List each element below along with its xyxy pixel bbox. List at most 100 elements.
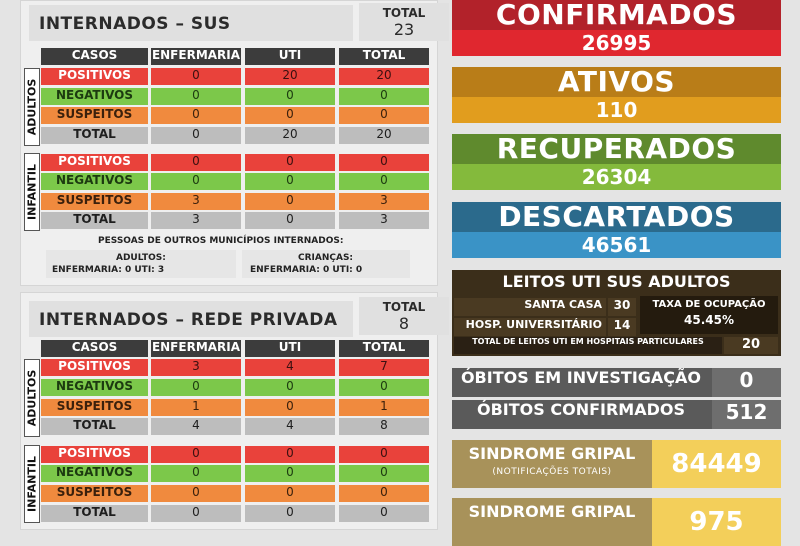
row-label: SUSPEITOS xyxy=(41,193,148,210)
outros-adultos-label: ADULTOS: xyxy=(116,253,166,263)
cell-enfermaria: 1 xyxy=(151,399,241,416)
cell-uti: 0 xyxy=(245,88,335,105)
row-label: TOTAL xyxy=(41,127,148,144)
particulares-label: TOTAL DE LEITOS UTI EM HOSPITAIS PARTICU… xyxy=(454,337,722,354)
header-enfermaria: ENFERMARIA xyxy=(151,48,241,65)
sindrome-gripal-value: 84449 xyxy=(652,440,781,488)
sus-total-box: TOTAL 23 xyxy=(359,3,449,41)
header-total: TOTAL xyxy=(339,48,429,65)
descartados-card: DESCARTADOS 46561 xyxy=(452,202,781,258)
recuperados-value: 26304 xyxy=(452,164,781,190)
sindrome-gripal-label-box: SINDROME GRIPAL (NOTIFICAÇÕES TOTAIS) xyxy=(452,440,652,488)
outros-criancas-box xyxy=(242,250,410,278)
row-label: POSITIVOS xyxy=(41,446,148,463)
obitos-confirmados-label: ÓBITOS CONFIRMADOS xyxy=(476,400,685,419)
sus-total-label: TOTAL xyxy=(382,6,426,20)
cell-enfermaria: 0 xyxy=(151,154,241,171)
sindrome-gripal-sub: (NOTIFICAÇÕES TOTAIS) xyxy=(492,467,612,477)
cell-enfermaria: 3 xyxy=(151,359,241,376)
header-enfermaria: ENFERMARIA xyxy=(151,340,241,357)
cell-total: 0 xyxy=(339,88,429,105)
cell-uti: 20 xyxy=(245,127,335,144)
row-label: SUSPEITOS xyxy=(41,485,148,502)
cell-enfermaria: 0 xyxy=(151,446,241,463)
cell-enfermaria: 0 xyxy=(151,173,241,190)
cell-uti: 4 xyxy=(245,359,335,376)
cell-total: 7 xyxy=(339,359,429,376)
cell-uti: 0 xyxy=(245,379,335,396)
cell-uti: 0 xyxy=(245,446,335,463)
header-casos: CASOS xyxy=(41,48,148,65)
sus-adultos-label: ADULTOS xyxy=(24,68,40,146)
confirmados-title: CONFIRMADOS xyxy=(452,0,781,30)
privada-total-value: 8 xyxy=(398,314,410,333)
outros-criancas-detail: ENFERMARIA: 0 UTI: 0 xyxy=(250,265,363,275)
cell-uti: 0 xyxy=(245,505,335,522)
cell-enfermaria: 0 xyxy=(151,379,241,396)
hosp-universitario-label: HOSP. UNIVERSITÁRIO xyxy=(454,318,606,336)
sindrome-gripal-card: SINDROME GRIPAL (NOTIFICAÇÕES TOTAIS) 84… xyxy=(452,440,781,488)
outros-criancas-label: CRIANÇAS: xyxy=(298,253,354,263)
ativos-value: 110 xyxy=(452,97,781,123)
sus-infantil-label: INFANTIL xyxy=(24,153,40,231)
santa-casa-label: SANTA CASA xyxy=(454,298,606,316)
cell-total: 0 xyxy=(339,173,429,190)
privada-title: INTERNADOS – REDE PRIVADA xyxy=(29,301,353,337)
row-label: NEGATIVOS xyxy=(41,88,148,105)
privada-adultos-label: ADULTOS xyxy=(24,359,40,437)
santa-casa-value: 30 xyxy=(608,298,636,316)
cell-uti: 0 xyxy=(245,465,335,482)
row-label: TOTAL xyxy=(41,212,148,229)
cell-total: 20 xyxy=(339,127,429,144)
ativos-title: ATIVOS xyxy=(452,67,781,97)
privada-infantil-label: INFANTIL xyxy=(24,445,40,523)
cell-total: 0 xyxy=(339,107,429,124)
sindrome-gripal-label: SINDROME GRIPAL xyxy=(468,444,636,463)
descartados-title: DESCARTADOS xyxy=(452,202,781,232)
cell-uti: 20 xyxy=(245,68,335,85)
privada-total-label: TOTAL xyxy=(382,300,426,314)
row-label: TOTAL xyxy=(41,418,148,435)
row-label: POSITIVOS xyxy=(41,359,148,376)
cell-total: 0 xyxy=(339,154,429,171)
cell-enfermaria: 0 xyxy=(151,88,241,105)
confirmados-card: CONFIRMADOS 26995 xyxy=(452,0,781,56)
outros-adultos-detail: ENFERMARIA: 0 UTI: 3 xyxy=(52,265,165,275)
cell-uti: 0 xyxy=(245,399,335,416)
hosp-universitario-value: 14 xyxy=(608,318,636,336)
cell-total: 0 xyxy=(339,446,429,463)
cell-enfermaria: 3 xyxy=(151,193,241,210)
sindrome-gripal-value-2: 975 xyxy=(652,498,781,546)
cell-enfermaria: 3 xyxy=(151,212,241,229)
cell-uti: 0 xyxy=(245,107,335,124)
cell-total: 0 xyxy=(339,485,429,502)
cell-enfermaria: 4 xyxy=(151,418,241,435)
row-label: TOTAL xyxy=(41,505,148,522)
obitos-investigacao-card: ÓBITOS EM INVESTIGAÇÃO 0 xyxy=(452,368,781,397)
row-label: NEGATIVOS xyxy=(41,465,148,482)
leitos-title: LEITOS UTI SUS ADULTOS xyxy=(502,272,731,291)
taxa-ocupacao-box: TAXA DE OCUPAÇÃO 45.45% xyxy=(640,296,778,334)
descartados-value: 46561 xyxy=(452,232,781,258)
row-label: NEGATIVOS xyxy=(41,173,148,190)
cell-total: 0 xyxy=(339,379,429,396)
cell-total: 20 xyxy=(339,68,429,85)
recuperados-title: RECUPERADOS xyxy=(452,134,781,164)
cell-total: 3 xyxy=(339,193,429,210)
cell-uti: 0 xyxy=(245,154,335,171)
row-label: POSITIVOS xyxy=(41,154,148,171)
cell-total: 0 xyxy=(339,505,429,522)
sindrome-gripal-label-box-2: SINDROME GRIPAL xyxy=(452,498,652,546)
taxa-ocupacao-value: 45.45% xyxy=(684,313,734,327)
sus-title: INTERNADOS – SUS xyxy=(29,5,353,41)
cell-uti: 0 xyxy=(245,212,335,229)
cell-total: 8 xyxy=(339,418,429,435)
leitos-uti-card: LEITOS UTI SUS ADULTOS SANTA CASA 30 HOS… xyxy=(452,270,781,356)
cell-enfermaria: 0 xyxy=(151,68,241,85)
cell-uti: 0 xyxy=(245,173,335,190)
cell-total: 0 xyxy=(339,465,429,482)
cell-enfermaria: 0 xyxy=(151,485,241,502)
row-label: POSITIVOS xyxy=(41,68,148,85)
cell-total: 3 xyxy=(339,212,429,229)
obitos-investigacao-label: ÓBITOS EM INVESTIGAÇÃO xyxy=(460,368,702,387)
